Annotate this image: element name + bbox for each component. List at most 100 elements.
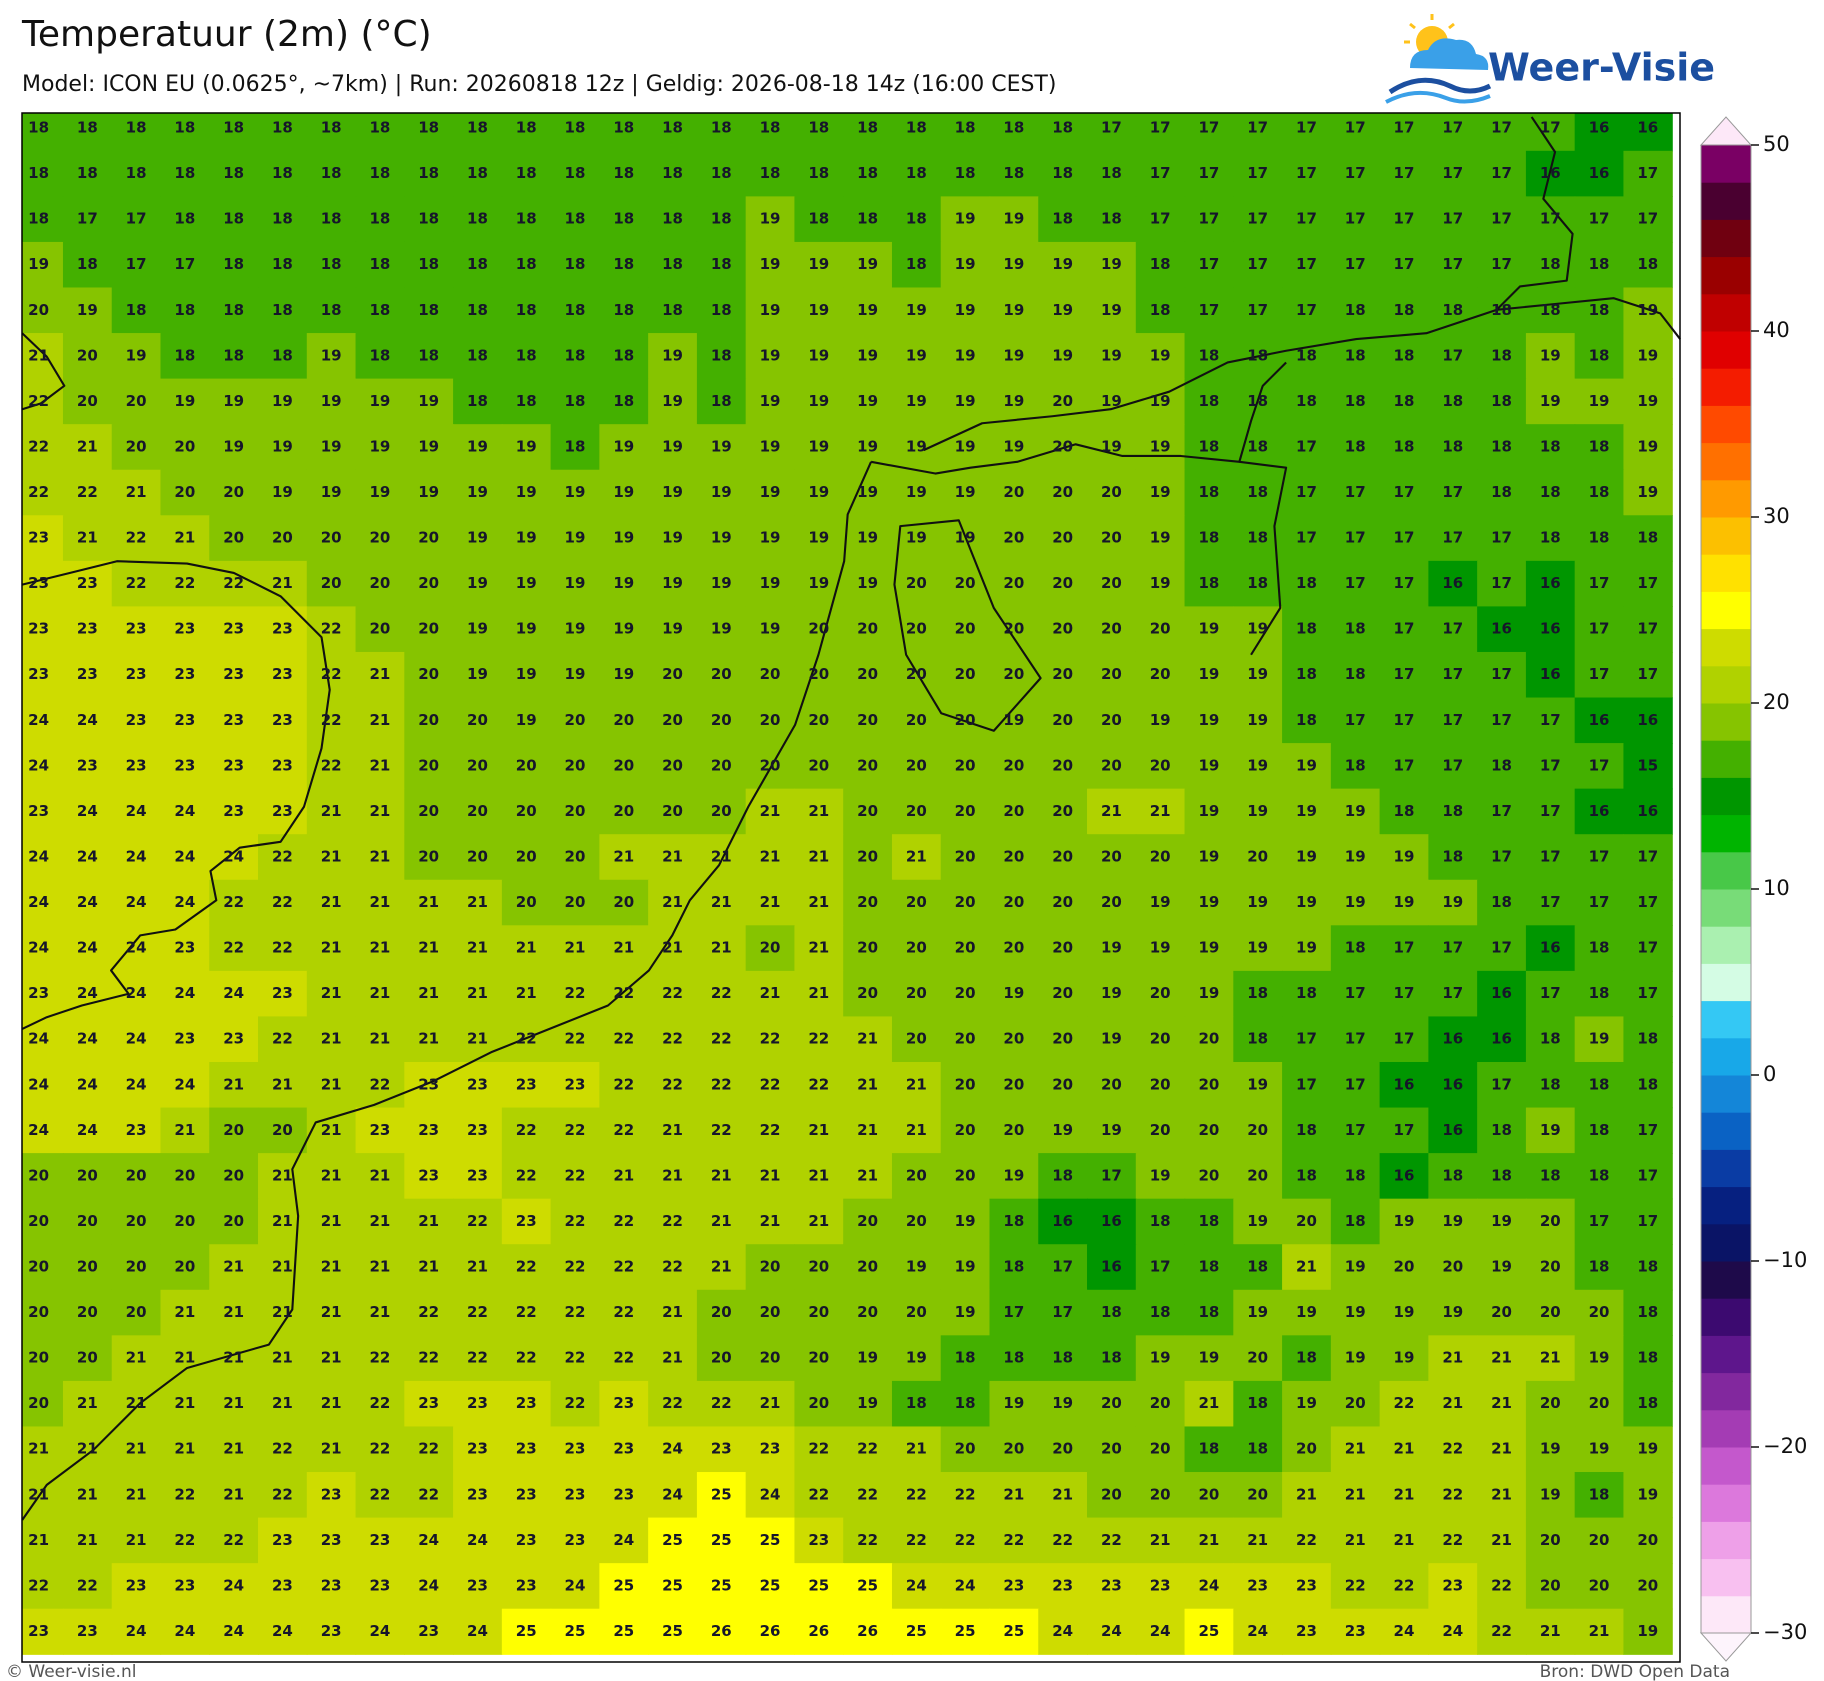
colorbar-box <box>1701 1372 1751 1411</box>
temperature-cell <box>1623 1061 1673 1109</box>
temperature-label: 21 <box>126 1349 147 1367</box>
temperature-cell <box>1623 333 1673 380</box>
temperature-cell <box>258 515 308 562</box>
colorbar-tick-label: 0 <box>1763 1062 1776 1086</box>
temperature-label: 18 <box>613 392 634 410</box>
temperature-label: 19 <box>808 437 829 455</box>
temperature-label: 20 <box>857 1212 878 1230</box>
temperature-label: 20 <box>1052 1440 1073 1458</box>
temperature-label: 23 <box>272 756 293 774</box>
temperature-cell <box>794 241 844 289</box>
temperature-cell <box>599 1061 649 1109</box>
temperature-cell <box>940 378 991 425</box>
temperature-cell <box>160 606 210 653</box>
temperature-cell <box>1623 1335 1673 1382</box>
temperature-label: 20 <box>1589 1394 1610 1412</box>
temperature-cell <box>62 1061 113 1109</box>
temperature-label: 21 <box>418 893 439 911</box>
temperature-label: 19 <box>1198 939 1219 957</box>
temperature-label: 20 <box>955 847 976 865</box>
temperature-cell <box>1525 1107 1576 1154</box>
temperature-cell <box>1428 1335 1478 1382</box>
temperature-cell <box>160 788 210 835</box>
temperature-cell <box>1525 925 1576 972</box>
temperature-cell <box>258 150 308 197</box>
temperature-cell <box>1525 333 1576 380</box>
temperature-cell <box>111 1107 162 1154</box>
temperature-label: 20 <box>1589 1531 1610 1549</box>
temperature-cell <box>1525 606 1576 653</box>
temperature-cell <box>1525 651 1576 699</box>
temperature-cell <box>1038 1608 1088 1655</box>
temperature-label: 21 <box>174 529 195 547</box>
temperature-label: 22 <box>808 1485 829 1503</box>
temperature-cell <box>111 1289 162 1336</box>
temperature-label: 17 <box>1296 164 1317 182</box>
temperature-label: 19 <box>1637 301 1658 319</box>
temperature-label: 20 <box>955 1075 976 1093</box>
temperature-label: 22 <box>516 1121 537 1139</box>
temperature-label: 17 <box>174 255 195 273</box>
temperature-label: 21 <box>711 939 732 957</box>
temperature-label: 20 <box>857 802 878 820</box>
temperature-cell <box>940 834 991 881</box>
temperature-label: 21 <box>126 483 147 501</box>
temperature-label: 20 <box>906 711 927 729</box>
temperature-label: 19 <box>126 346 147 364</box>
temperature-label: 18 <box>808 119 829 137</box>
temperature-cell <box>696 241 747 289</box>
temperature-label: 18 <box>223 119 244 137</box>
temperature-cell <box>1087 1107 1137 1154</box>
temperature-label: 18 <box>1296 665 1317 683</box>
temperature-cell <box>306 879 357 926</box>
temperature-label: 21 <box>223 1394 244 1412</box>
temperature-cell <box>22 1153 64 1200</box>
temperature-label: 20 <box>955 939 976 957</box>
temperature-label: 19 <box>760 529 781 547</box>
temperature-cell <box>62 515 113 562</box>
temperature-label: 23 <box>1150 1576 1171 1594</box>
temperature-label: 18 <box>1345 1212 1366 1230</box>
temperature-label: 21 <box>467 893 488 911</box>
temperature-cell <box>696 469 747 516</box>
temperature-label: 19 <box>1150 483 1171 501</box>
temperature-label: 20 <box>906 756 927 774</box>
temperature-cell <box>1477 743 1527 790</box>
temperature-label: 23 <box>467 1394 488 1412</box>
temperature-cell <box>258 1289 308 1336</box>
temperature-label: 21 <box>760 802 781 820</box>
temperature-cell <box>550 1472 600 1519</box>
temperature-cell <box>794 1608 844 1655</box>
temperature-cell <box>1282 1472 1332 1519</box>
temperature-label: 20 <box>1150 1075 1171 1093</box>
temperature-label: 21 <box>857 1030 878 1048</box>
temperature-label: 21 <box>174 1394 195 1412</box>
temperature-cell <box>1379 697 1429 744</box>
temperature-cell <box>22 743 64 790</box>
temperature-label: 20 <box>808 756 829 774</box>
temperature-label: 19 <box>1198 893 1219 911</box>
temperature-label: 17 <box>1442 255 1463 273</box>
temperature-label: 24 <box>126 1030 147 1048</box>
temperature-label: 20 <box>1198 1030 1219 1048</box>
temperature-cell <box>1184 287 1234 334</box>
temperature-cell <box>989 113 1039 152</box>
temperature-cell <box>22 1335 64 1382</box>
temperature-label: 20 <box>418 756 439 774</box>
temperature-cell <box>453 743 503 790</box>
temperature-cell <box>1428 1563 1478 1610</box>
temperature-label: 17 <box>1442 711 1463 729</box>
temperature-cell <box>1477 1153 1527 1200</box>
temperature-label: 21 <box>321 1121 342 1139</box>
temperature-label: 19 <box>1247 1075 1268 1093</box>
temperature-label: 19 <box>369 437 390 455</box>
temperature-cell <box>550 560 600 608</box>
temperature-cell <box>648 1563 698 1610</box>
temperature-cell <box>891 287 942 334</box>
temperature-cell <box>1184 606 1234 653</box>
temperature-label: 20 <box>857 939 878 957</box>
temperature-label: 21 <box>369 1258 390 1276</box>
temperature-label: 20 <box>955 893 976 911</box>
temperature-label: 17 <box>1637 1121 1658 1139</box>
temperature-cell <box>355 469 405 516</box>
